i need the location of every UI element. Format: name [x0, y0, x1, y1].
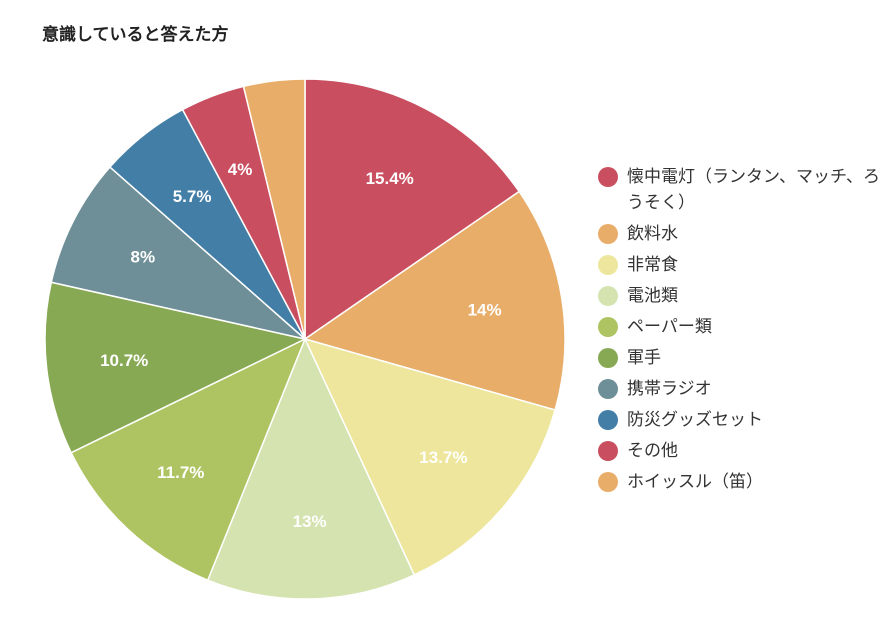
legend-label: 懐中電灯（ランタン、マッチ、ろうそく） — [627, 167, 880, 213]
slice-data-label: 10.7% — [100, 351, 148, 370]
legend-label: 飲料水 — [627, 224, 678, 244]
legend-item: ペーパー類 — [598, 314, 888, 340]
legend-swatch-icon — [598, 441, 618, 461]
slice-data-label: 5.7% — [173, 187, 212, 206]
legend-label: 防災グッズセット — [627, 410, 763, 430]
legend-swatch-icon — [598, 167, 618, 187]
legend-label: ホイッスル（笛） — [627, 472, 763, 492]
legend-item: 電池類 — [598, 283, 888, 309]
legend-swatch-icon — [598, 286, 618, 306]
legend-item: ホイッスル（笛） — [598, 469, 888, 495]
legend-item: 防災グッズセット — [598, 407, 888, 433]
pie-slice — [206, 337, 416, 600]
legend-swatch-icon — [598, 379, 618, 399]
pie-slice — [50, 166, 306, 340]
pie-slice — [303, 190, 566, 411]
legend-swatch-icon — [598, 410, 618, 430]
legend-item: 携帯ラジオ — [598, 376, 888, 402]
legend-item: 懐中電灯（ランタン、マッチ、ろうそく） — [598, 164, 888, 216]
legend-label: 携帯ラジオ — [627, 379, 712, 399]
legend-item: 飲料水 — [598, 221, 888, 247]
legend-item: その他 — [598, 438, 888, 464]
legend-label: ペーパー類 — [627, 317, 712, 337]
legend-swatch-icon — [598, 317, 618, 337]
slice-data-label: 8% — [131, 247, 156, 266]
slice-data-label: 11.7% — [157, 463, 204, 482]
legend-item: 非常食 — [598, 252, 888, 278]
legend-label: 電池類 — [627, 286, 678, 306]
chart-title: 意識していると答えた方 — [42, 25, 229, 45]
slice-data-label: 13.7% — [419, 448, 467, 467]
pie-slice — [303, 337, 557, 576]
legend-item: 軍手 — [598, 345, 888, 371]
legend-swatch-icon — [598, 348, 618, 368]
slice-data-label: 15.4% — [366, 169, 414, 188]
legend-label: その他 — [627, 441, 678, 461]
pie-slice — [70, 337, 307, 582]
slice-data-label: 13% — [293, 512, 327, 531]
legend-label: 非常食 — [627, 255, 678, 275]
legend: 懐中電灯（ランタン、マッチ、ろうそく） 飲料水非常食電池類ペーパー類軍手携帯ラジオ… — [598, 164, 888, 500]
legend-label: 軍手 — [627, 348, 661, 368]
pie-slice — [304, 78, 521, 341]
slice-data-label: 4% — [228, 160, 253, 179]
legend-swatch-icon — [598, 472, 618, 492]
slice-data-label: 14% — [468, 300, 502, 319]
pie-slice — [242, 78, 306, 340]
legend-swatch-icon — [598, 224, 618, 244]
legend-swatch-icon — [598, 255, 618, 275]
